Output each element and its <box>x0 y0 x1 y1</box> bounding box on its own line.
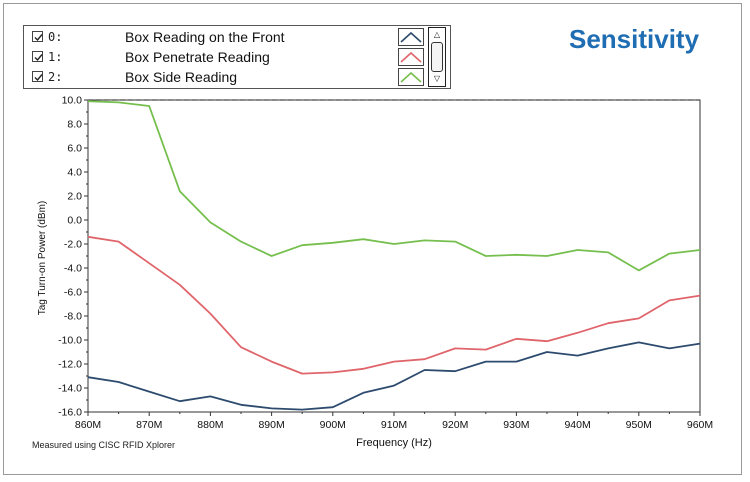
legend-index: 0: <box>48 30 63 44</box>
y-tick-label: 0.0 <box>67 215 82 227</box>
checkbox-icon[interactable] <box>32 31 43 42</box>
x-tick-label: 900M <box>320 419 346 431</box>
x-axis-label: Frequency (Hz) <box>356 437 432 449</box>
y-tick-label: -10.0 <box>58 335 82 347</box>
y-tick-label: -14.0 <box>58 383 82 395</box>
line-swatch-icon <box>398 48 424 66</box>
legend-item-0[interactable]: 0: Box Reading on the Front <box>24 28 424 48</box>
footnote: Measured using CISC RFID Xplorer <box>32 440 176 450</box>
x-tick-label: 920M <box>442 419 468 431</box>
y-tick-label: 2.0 <box>67 191 82 203</box>
y-tick-label: -6.0 <box>64 287 82 299</box>
legend-label: Box Penetrate Reading <box>125 49 270 65</box>
x-tick-label: 910M <box>381 419 407 431</box>
y-tick-label: -12.0 <box>58 359 82 371</box>
x-tick-label: 940M <box>564 419 590 431</box>
legend-label: Box Reading on the Front <box>125 29 285 45</box>
y-tick-label: 10.0 <box>62 95 83 107</box>
checkbox-icon[interactable] <box>32 71 43 82</box>
legend-item-2[interactable]: 2: Box Side Reading <box>24 68 424 88</box>
legend-label: Box Side Reading <box>125 69 238 85</box>
x-tick-label: 880M <box>197 419 223 431</box>
y-tick-label: -2.0 <box>64 239 82 251</box>
series-line-2 <box>87 100 701 272</box>
y-tick-label: 8.0 <box>67 119 82 131</box>
y-tick-label: 4.0 <box>67 167 82 179</box>
scroll-up-icon[interactable]: △ <box>433 30 441 39</box>
scroll-thumb[interactable] <box>431 42 443 72</box>
legend-item-1[interactable]: 1: Box Penetrate Reading <box>24 48 424 68</box>
y-tick-label: 6.0 <box>67 143 82 155</box>
x-tick-label: 870M <box>136 419 162 431</box>
legend-index: 2: <box>48 70 63 84</box>
legend-scrollbar[interactable]: △ ▽ <box>428 27 446 87</box>
y-axis-label: Tag Turn-on Power (dBm) <box>37 201 48 316</box>
y-tick-label: -8.0 <box>64 311 82 323</box>
chart-title: Sensitivity <box>569 24 700 54</box>
x-tick-label: 960M <box>687 419 713 431</box>
y-tick-label: -16.0 <box>58 407 82 419</box>
series-line-1 <box>87 235 701 375</box>
legend: 0: Box Reading on the Front 1: Box Penet… <box>23 25 451 89</box>
x-tick-label: 950M <box>626 419 652 431</box>
line-swatch-icon <box>398 28 424 46</box>
legend-index: 1: <box>48 50 63 64</box>
checkbox-icon[interactable] <box>32 51 43 62</box>
plot-border <box>87 99 701 413</box>
x-tick-label: 890M <box>258 419 284 431</box>
x-tick-label: 860M <box>75 419 101 431</box>
series-line-0 <box>87 341 701 411</box>
x-tick-label: 930M <box>503 419 529 431</box>
y-tick-label: -4.0 <box>64 263 82 275</box>
line-swatch-icon <box>398 68 424 86</box>
scroll-down-icon[interactable]: ▽ <box>433 74 441 83</box>
